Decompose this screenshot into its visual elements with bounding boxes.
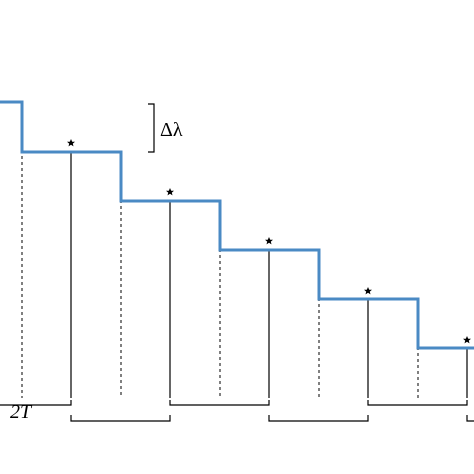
stars bbox=[67, 139, 471, 344]
delta-bracket bbox=[148, 103, 155, 153]
solid-lines bbox=[70, 152, 468, 398]
period-label: 2T bbox=[10, 401, 33, 423]
brackets bbox=[0, 400, 474, 422]
delta-lambda-label: Δλ bbox=[160, 119, 183, 141]
step-line bbox=[0, 100, 474, 350]
